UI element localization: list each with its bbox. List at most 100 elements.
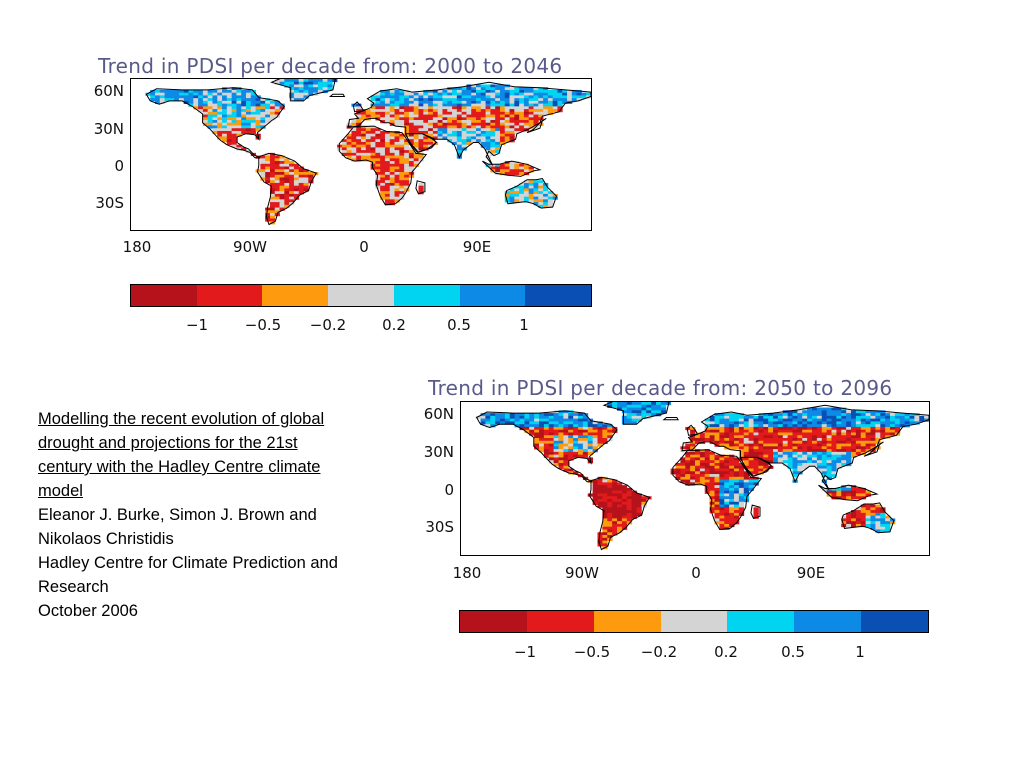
pdsi-cell <box>646 410 652 414</box>
pdsi-cell <box>894 424 901 428</box>
pdsi-cell <box>499 169 506 173</box>
pdsi-cell <box>568 424 574 428</box>
pdsi-cell <box>361 150 367 154</box>
pdsi-cell <box>748 487 754 492</box>
pdsi-cell <box>265 161 271 165</box>
map2-frame <box>460 401 930 556</box>
pdsi-cell <box>533 188 539 192</box>
colorbar-swatch <box>794 611 862 632</box>
pdsi-cell <box>476 117 482 121</box>
pdsi-cell <box>563 462 569 467</box>
pdsi-cell <box>758 421 764 425</box>
pdsi-cell <box>534 438 540 442</box>
pdsi-cell <box>480 117 486 121</box>
pdsi-cell <box>418 125 424 129</box>
pdsi-cell <box>222 128 228 132</box>
pdsi-cell <box>734 413 740 417</box>
pdsi-cell <box>602 440 608 444</box>
pdsi-cell <box>212 120 218 124</box>
pdsi-cell <box>289 166 295 170</box>
pdsi-cell <box>831 438 837 442</box>
pdsi-cell <box>485 106 491 110</box>
pdsi-cell <box>573 421 579 425</box>
pdsi-cell <box>471 106 477 110</box>
pdsi-cell <box>365 158 371 162</box>
pdsi-cell <box>365 155 371 159</box>
pdsi-cell <box>748 415 754 420</box>
pdsi-cell <box>578 435 584 439</box>
pdsi-cell <box>514 424 520 428</box>
pdsi-cell <box>894 421 901 425</box>
pdsi-cell <box>758 438 764 442</box>
pdsi-cell <box>558 440 564 444</box>
pdsi-cell <box>528 114 534 118</box>
pdsi-cell <box>490 130 496 135</box>
pdsi-cell <box>423 98 429 102</box>
pdsi-cell <box>865 443 871 447</box>
pdsi-cell <box>836 454 842 458</box>
pdsi-cell <box>456 133 463 137</box>
pdsi-cell <box>870 415 876 420</box>
pdsi-cell <box>753 429 759 433</box>
pdsi-cell <box>523 185 530 189</box>
pdsi-cell <box>592 438 598 442</box>
pdsi-cell <box>860 515 867 519</box>
pdsi-cell <box>447 98 453 102</box>
pdsi-cell <box>738 507 745 511</box>
pdsi-cell <box>724 496 730 500</box>
pdsi-cell <box>466 114 472 118</box>
pdsi-cell <box>738 462 745 467</box>
pdsi-cell <box>193 100 199 105</box>
pdsi-cell <box>846 446 852 450</box>
pdsi-cell <box>768 426 774 431</box>
pdsi-cell <box>807 446 813 450</box>
pdsi-cell <box>802 418 808 422</box>
pdsi-cell <box>265 100 271 105</box>
pdsi-cell <box>719 482 725 486</box>
pdsi-cell <box>490 120 496 124</box>
pdsi-cell <box>523 191 530 195</box>
pdsi-cell <box>293 81 300 85</box>
pdsi-cell <box>476 130 482 135</box>
pdsi-cell <box>880 418 886 422</box>
pdsi-cell <box>523 106 530 110</box>
pdsi-cell <box>548 438 555 442</box>
pdsi-cell <box>504 92 510 96</box>
pdsi-cell <box>408 117 415 121</box>
pdsi-cell <box>729 485 735 489</box>
pdsi-cell <box>361 128 367 132</box>
pdsi-cell <box>753 468 759 472</box>
pdsi-cell <box>279 163 285 167</box>
pdsi-cell <box>447 114 453 118</box>
pdsi-cell <box>399 92 405 96</box>
pdsi-cell <box>719 485 725 489</box>
pdsi-cell <box>361 117 367 121</box>
pdsi-cell <box>851 487 857 492</box>
pdsi-cell <box>553 424 559 428</box>
pdsi-cell <box>480 100 486 105</box>
pdsi-cell <box>437 117 443 121</box>
pdsi-cell <box>303 84 309 88</box>
pdsi-cell <box>514 89 520 94</box>
pdsi-cell <box>846 518 852 522</box>
pdsi-cell <box>447 139 453 143</box>
pdsi-cell <box>384 92 391 96</box>
coastline <box>415 180 426 195</box>
pdsi-cell <box>607 532 613 536</box>
pdsi-cell <box>558 421 564 425</box>
pdsi-cell <box>509 122 515 126</box>
pdsi-cell <box>719 468 725 472</box>
pdsi-cell <box>787 421 793 425</box>
pdsi-cell <box>851 496 857 500</box>
pdsi-cell <box>217 92 223 96</box>
pdsi-cell <box>704 476 711 481</box>
pdsi-cell <box>626 496 633 500</box>
pdsi-cell <box>714 493 720 497</box>
pdsi-cell <box>626 512 633 517</box>
pdsi-cell <box>471 100 477 105</box>
pdsi-cell <box>690 451 696 456</box>
pdsi-cell <box>265 215 271 219</box>
pdsi-cell <box>553 435 559 439</box>
pdsi-cell <box>748 465 754 469</box>
pdsi-cell <box>428 98 434 102</box>
